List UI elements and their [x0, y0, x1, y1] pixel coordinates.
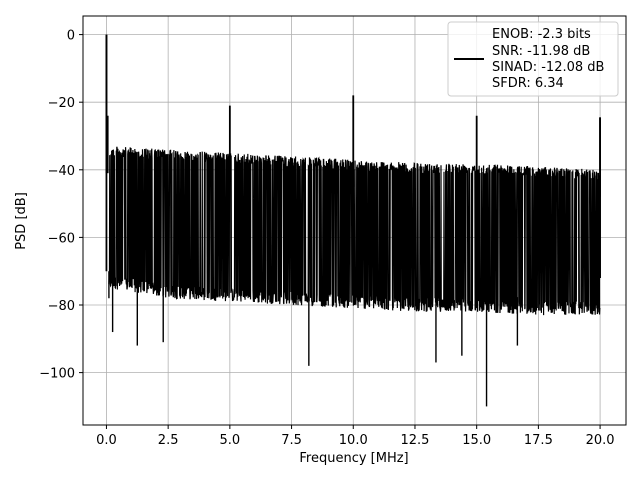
- y-tick-label: −60: [48, 231, 75, 246]
- x-tick-label: 0.0: [96, 433, 117, 448]
- x-tick-label: 2.5: [158, 433, 179, 448]
- y-axis-title: PSD [dB]: [14, 192, 29, 250]
- y-tick-label: −100: [39, 367, 75, 382]
- noise-floor-trace: [108, 146, 601, 316]
- y-tick-label: 0: [67, 29, 75, 44]
- legend-line-enob: ENOB: -2.3 bits: [492, 27, 591, 42]
- plot-area: [105, 34, 601, 407]
- axes-frame: [82, 15, 627, 426]
- y-tick-label: −20: [48, 96, 75, 111]
- x-tick-label: 15.0: [462, 433, 491, 448]
- x-tick-label: 12.5: [400, 433, 429, 448]
- legend-line-sinad: SINAD: -12.08 dB: [492, 60, 604, 75]
- x-axis-ticks: 0.0 2.5 5.0 7.5 10.0 12.5 15.0 17.5 20.0: [96, 425, 615, 448]
- x-tick-label: 20.0: [586, 433, 615, 448]
- y-tick-label: −40: [48, 164, 75, 179]
- x-axis-title: Frequency [MHz]: [299, 451, 408, 466]
- x-tick-label: 17.5: [524, 433, 553, 448]
- psd-series: [105, 34, 601, 407]
- legend-line-snr: SNR: -11.98 dB: [492, 44, 590, 59]
- y-tick-label: −80: [48, 299, 75, 314]
- legend: ENOB: -2.3 bits SNR: -11.98 dB SINAD: -1…: [447, 21, 619, 97]
- x-tick-label: 10.0: [339, 433, 368, 448]
- x-tick-label: 5.0: [220, 433, 241, 448]
- legend-line-sfdr: SFDR: 6.34: [492, 76, 564, 91]
- y-axis-ticks: 0 −20 −40 −60 −80 −100: [39, 29, 83, 382]
- legend-box: [447, 21, 619, 97]
- x-tick-label: 7.5: [281, 433, 302, 448]
